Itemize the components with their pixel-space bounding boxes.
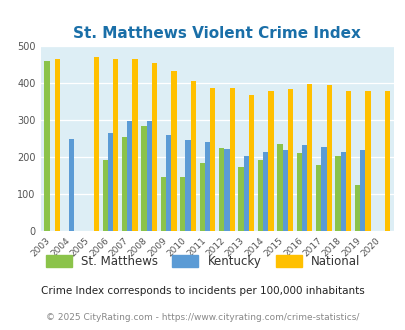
Bar (151, 63, 157, 231)
Bar (166, 135, 171, 231)
Bar (307, 84, 311, 231)
Bar (268, 91, 273, 231)
Legend: St. Matthews, Kentucky, National: St. Matthews, Kentucky, National (41, 250, 364, 273)
Bar (132, 59, 137, 231)
Bar (384, 91, 389, 231)
Bar (127, 121, 132, 231)
Bar (141, 126, 146, 231)
Bar (243, 156, 248, 231)
Text: © 2025 CityRating.com - https://www.cityrating.com/crime-statistics/: © 2025 CityRating.com - https://www.city… (46, 313, 359, 322)
Bar (315, 165, 320, 231)
Bar (69, 139, 74, 231)
Title: St. Matthews Violent Crime Index: St. Matthews Violent Crime Index (73, 26, 360, 41)
Bar (102, 160, 108, 231)
Bar (345, 90, 350, 231)
Bar (122, 137, 127, 231)
Bar (257, 160, 262, 231)
Bar (224, 149, 229, 231)
Bar (296, 153, 301, 231)
Bar (55, 59, 60, 231)
Bar (335, 156, 340, 231)
Bar (185, 141, 190, 231)
Bar (248, 95, 254, 231)
Bar (94, 56, 99, 231)
Bar (180, 177, 185, 231)
Bar (277, 144, 282, 231)
Bar (326, 85, 331, 231)
Bar (301, 145, 307, 231)
Bar (210, 88, 215, 231)
Bar (320, 147, 326, 231)
Bar (190, 81, 196, 231)
Bar (262, 151, 268, 231)
Bar (108, 133, 113, 231)
Bar (219, 148, 224, 231)
Bar (199, 163, 205, 231)
Bar (340, 152, 345, 231)
Bar (238, 167, 243, 231)
Text: Crime Index corresponds to incidents per 100,000 inhabitants: Crime Index corresponds to incidents per… (41, 286, 364, 296)
Bar (354, 185, 359, 231)
Bar (229, 88, 234, 231)
Bar (160, 178, 166, 231)
Bar (364, 91, 370, 231)
Bar (205, 142, 210, 231)
Bar (113, 59, 118, 231)
Bar (146, 121, 151, 231)
Bar (359, 150, 364, 231)
Bar (282, 150, 287, 231)
Bar (44, 61, 49, 231)
Bar (171, 71, 176, 231)
Bar (287, 89, 292, 231)
